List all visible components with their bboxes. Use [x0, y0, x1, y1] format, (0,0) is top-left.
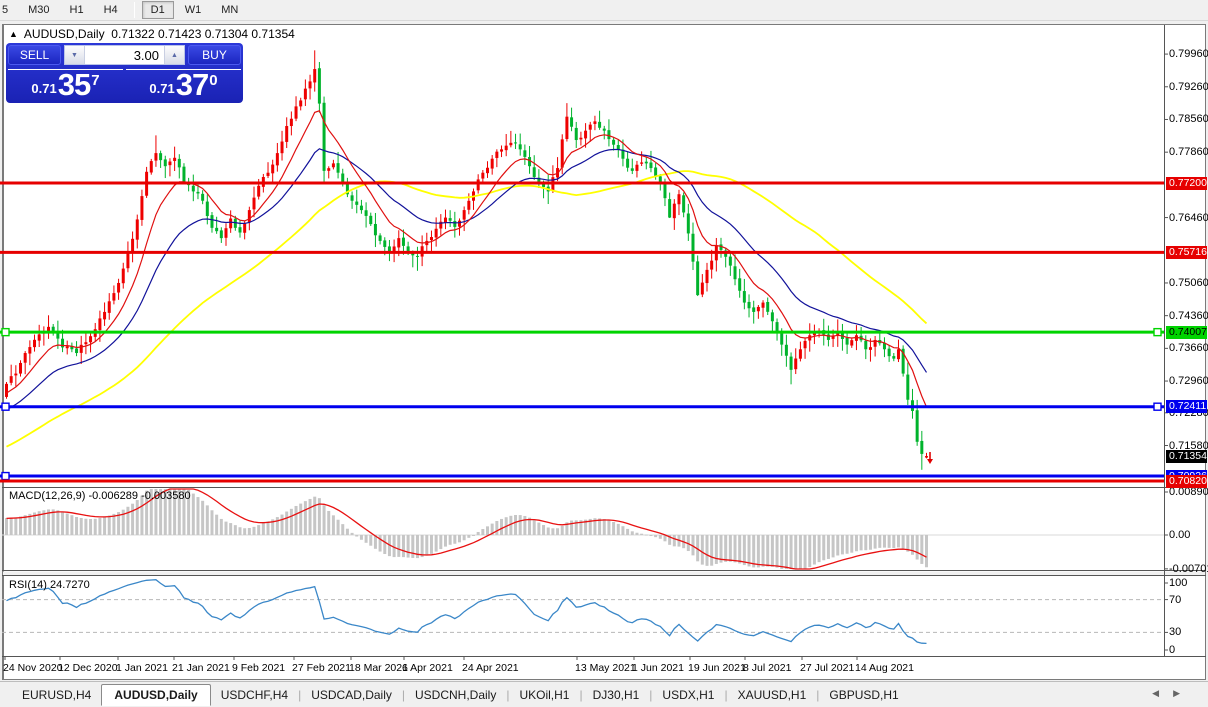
- tf-button-m5[interactable]: 5: [2, 4, 9, 16]
- chart-tab-eurusd-h4[interactable]: EURUSD,H4: [22, 687, 92, 702]
- chart-tab-usdcnh-daily[interactable]: USDCNH,Daily: [415, 687, 497, 702]
- volume-increase-arrow-icon[interactable]: ▲: [164, 46, 184, 64]
- tab-scroll-right-icon[interactable]: ▶: [1173, 688, 1194, 698]
- rsi-axis-label: 0: [1169, 644, 1176, 656]
- chart-title: ▲ AUDUSD,Daily 0.71322 0.71423 0.71304 0.…: [9, 27, 295, 41]
- sell-price-big-digits: 35: [57, 67, 91, 102]
- date-axis-label: 24 Nov 2020: [3, 662, 63, 674]
- tf-button-h4[interactable]: H4: [103, 4, 118, 16]
- sell-price-display[interactable]: 0.71 35 7: [8, 69, 123, 100]
- chart-tab-usdx-h1[interactable]: USDX,H1: [662, 687, 715, 702]
- volume-decrease-arrow-icon[interactable]: ▼: [65, 46, 85, 64]
- macd-indicator-label: MACD(12,26,9) -0.006289 -0.003580: [9, 490, 191, 502]
- date-axis-label: 13 May 2021: [575, 662, 636, 674]
- tf-button-w1[interactable]: W1: [184, 4, 202, 16]
- tab-separator: |: [506, 687, 510, 702]
- price-axis-label: 0.79260: [1169, 81, 1208, 93]
- rsi-indicator-label: RSI(14) 24.7270: [9, 579, 90, 591]
- chart-tab-xauusd-h1[interactable]: XAUUSD,H1: [737, 687, 807, 702]
- buy-price-big-digits: 37: [175, 67, 209, 102]
- tab-separator: |: [816, 687, 820, 702]
- chart-tab-ukoil-h1[interactable]: UKOil,H1: [519, 687, 570, 702]
- macd-axis-label: 0.008904: [1169, 486, 1208, 498]
- tab-separator: |: [649, 687, 653, 702]
- rsi-axis-label: 70: [1169, 594, 1182, 606]
- chart-tab-audusd-daily[interactable]: AUDUSD,Daily: [101, 683, 211, 706]
- toolbar-separator: [133, 2, 135, 18]
- tf-button-mn[interactable]: MN: [221, 4, 239, 16]
- price-axis-label: 0.77860: [1169, 146, 1208, 158]
- date-axis-label: 18 Mar 2021: [349, 662, 408, 674]
- rsi-axis-label: 100: [1169, 577, 1188, 589]
- date-axis-label: 1 Jun 2021: [632, 662, 684, 674]
- sell-price-prefix: 0.71: [31, 81, 57, 96]
- date-axis-label: 27 Jul 2021: [800, 662, 855, 674]
- level-price-tag: 0.75716: [1166, 246, 1207, 259]
- date-axis-label: 27 Feb 2021: [292, 662, 351, 674]
- buy-price-prefix: 0.71: [149, 81, 175, 96]
- rsi-axis-label: 30: [1169, 626, 1182, 638]
- chart-tab-dj30-h1[interactable]: DJ30,H1: [592, 687, 640, 702]
- chart-tab-gbpusd-h1[interactable]: GBPUSD,H1: [829, 687, 899, 702]
- tab-scroll-arrows: ◀▶: [1152, 688, 1194, 699]
- date-axis-label: 24 Apr 2021: [462, 662, 519, 674]
- sell-button[interactable]: SELL: [8, 45, 61, 65]
- price-axis-label: 0.71580: [1169, 440, 1208, 452]
- tf-button-d1[interactable]: D1: [141, 1, 174, 19]
- one-click-trading-panel: SELL ▼ 3.00 ▲ BUY 0.71 35 7 0.71 37 0: [6, 43, 243, 103]
- current-price-tag: 0.71354: [1166, 450, 1207, 463]
- price-axis-label: 0.75060: [1169, 277, 1208, 289]
- date-axis-label: 6 Apr 2021: [402, 662, 453, 674]
- level-price-tag: 0.72411: [1166, 400, 1207, 413]
- price-axis-label: 0.72960: [1169, 375, 1208, 387]
- level-price-tag: 0.70820: [1166, 475, 1207, 488]
- level-price-tag: 0.77200: [1166, 177, 1207, 190]
- tab-separator: |: [579, 687, 583, 702]
- chart-tab-bar: EURUSD,H4 AUDUSD,Daily USDCHF,H4 | USDCAD,Da…: [0, 681, 1208, 707]
- sell-price-pip: 7: [91, 72, 100, 89]
- tab-scroll-left-icon[interactable]: ◀: [1152, 688, 1174, 698]
- buy-price-display[interactable]: 0.71 37 0: [126, 69, 241, 100]
- chart-tab-usdcad-daily[interactable]: USDCAD,Daily: [311, 687, 392, 702]
- tf-button-h1[interactable]: H1: [69, 4, 84, 16]
- price-axis-label: 0.79960: [1169, 48, 1208, 60]
- date-axis-label: 1 Jan 2021: [116, 662, 168, 674]
- date-axis-label: 12 Dec 2020: [58, 662, 118, 674]
- volume-input[interactable]: 3.00: [85, 46, 164, 64]
- chart-ohlc-values: 0.71322 0.71423 0.71304 0.71354: [111, 27, 295, 41]
- chart-symbol-label: AUDUSD,Daily: [23, 27, 105, 41]
- timeframe-toolbar: 5 M30 H1 H4 D1 W1 MN: [0, 0, 1208, 21]
- price-axis-label: 0.76460: [1169, 212, 1208, 224]
- panel-collapse-arrow-icon[interactable]: ▲: [9, 29, 18, 39]
- date-axis-label: 8 Jul 2021: [743, 662, 792, 674]
- price-axis-label: 0.73660: [1169, 342, 1208, 354]
- macd-axis-label: -0.007013: [1169, 563, 1208, 575]
- volume-spinner: ▼ 3.00 ▲: [64, 45, 185, 65]
- date-axis-label: 21 Jan 2021: [172, 662, 230, 674]
- tf-button-m30[interactable]: M30: [28, 4, 50, 16]
- date-axis-label: 14 Aug 2021: [855, 662, 914, 674]
- chart-tab-usdchf-h4[interactable]: USDCHF,H4: [220, 687, 289, 702]
- price-axis-label: 0.78560: [1169, 113, 1208, 125]
- buy-button[interactable]: BUY: [188, 45, 241, 65]
- price-axis-label: 0.74360: [1169, 310, 1208, 322]
- buy-price-pip: 0: [209, 72, 218, 89]
- trade-controls-row: SELL ▼ 3.00 ▲ BUY: [8, 45, 241, 65]
- tab-separator: |: [401, 687, 405, 702]
- tab-separator: |: [724, 687, 728, 702]
- level-price-tag: 0.74007: [1166, 326, 1207, 339]
- chart-window: [2, 24, 1206, 680]
- tab-separator: |: [298, 687, 302, 702]
- trade-prices-row: 0.71 35 7 0.71 37 0: [8, 69, 241, 100]
- macd-axis-label: 0.00: [1169, 529, 1191, 541]
- date-axis-label: 9 Feb 2021: [232, 662, 286, 674]
- date-axis-label: 19 Jun 2021: [688, 662, 746, 674]
